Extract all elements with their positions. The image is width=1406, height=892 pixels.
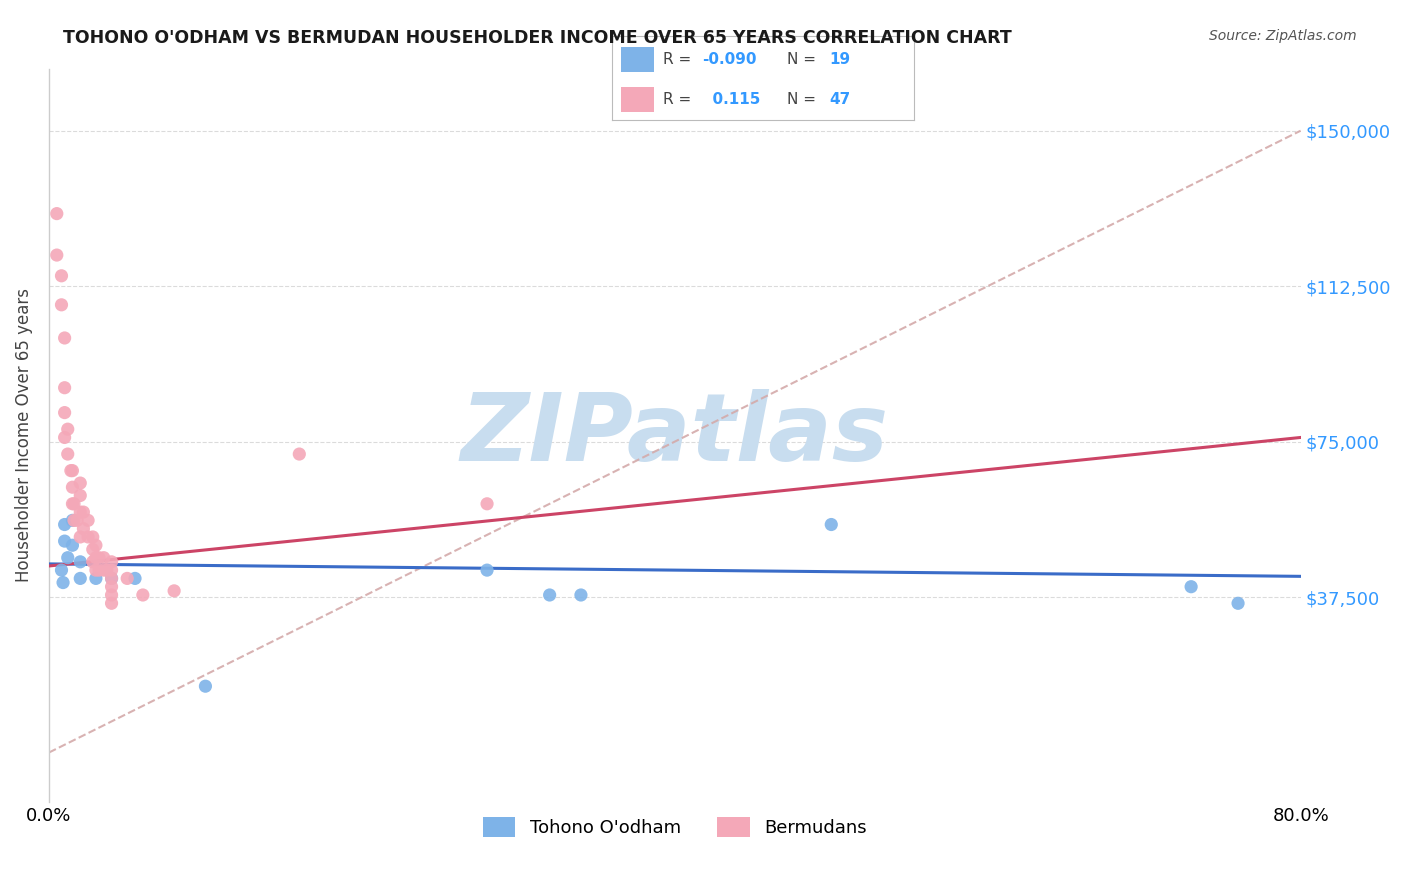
Point <box>115 571 138 585</box>
Text: ZIPatlas: ZIPatlas <box>461 390 889 482</box>
Point <box>124 571 146 585</box>
Text: 47: 47 <box>830 92 851 107</box>
Point <box>84 538 107 552</box>
Point <box>820 517 842 532</box>
Point <box>69 571 91 585</box>
FancyBboxPatch shape <box>620 87 654 112</box>
Point <box>96 563 118 577</box>
Point <box>1180 580 1202 594</box>
Point <box>72 505 94 519</box>
Point <box>569 588 592 602</box>
Point <box>62 464 84 478</box>
Point <box>52 575 75 590</box>
Point <box>62 513 84 527</box>
Point <box>51 563 73 577</box>
Point <box>51 268 73 283</box>
Point <box>45 248 67 262</box>
Point <box>87 563 110 577</box>
Legend: Tohono O'odham, Bermudans: Tohono O'odham, Bermudans <box>475 809 875 845</box>
Point <box>62 497 84 511</box>
Point <box>288 447 311 461</box>
Text: 19: 19 <box>830 52 851 67</box>
Point <box>82 542 104 557</box>
Point <box>69 555 91 569</box>
Text: Source: ZipAtlas.com: Source: ZipAtlas.com <box>1209 29 1357 43</box>
Point <box>51 298 73 312</box>
Point <box>62 480 84 494</box>
Point <box>163 583 186 598</box>
Point <box>77 530 100 544</box>
Point <box>69 488 91 502</box>
Point <box>69 530 91 544</box>
FancyBboxPatch shape <box>620 46 654 72</box>
Point <box>1227 596 1250 610</box>
Text: TOHONO O'ODHAM VS BERMUDAN HOUSEHOLDER INCOME OVER 65 YEARS CORRELATION CHART: TOHONO O'ODHAM VS BERMUDAN HOUSEHOLDER I… <box>63 29 1012 46</box>
Point <box>84 550 107 565</box>
Text: N =: N = <box>787 52 815 67</box>
Point <box>84 563 107 577</box>
Y-axis label: Householder Income Over 65 years: Householder Income Over 65 years <box>15 288 32 582</box>
Point <box>82 555 104 569</box>
Point <box>56 550 79 565</box>
Point <box>59 464 82 478</box>
Point <box>100 596 122 610</box>
Point <box>63 497 86 511</box>
Point <box>475 563 498 577</box>
Point <box>69 505 91 519</box>
Point <box>45 206 67 220</box>
Point <box>194 679 217 693</box>
Text: R =: R = <box>664 52 692 67</box>
Point <box>53 331 76 345</box>
Text: N =: N = <box>787 92 815 107</box>
Text: -0.090: -0.090 <box>703 52 756 67</box>
Point <box>53 430 76 444</box>
Point <box>53 406 76 420</box>
Point <box>82 530 104 544</box>
Point <box>93 550 115 565</box>
Point <box>69 476 91 491</box>
Point <box>100 571 122 585</box>
Point <box>100 555 122 569</box>
Point <box>87 550 110 565</box>
Point <box>475 497 498 511</box>
Point <box>56 447 79 461</box>
Point <box>93 563 115 577</box>
Point <box>66 513 89 527</box>
Point <box>77 513 100 527</box>
Point <box>100 588 122 602</box>
Point <box>63 513 86 527</box>
Point <box>100 580 122 594</box>
Point <box>53 517 76 532</box>
Point <box>72 522 94 536</box>
Point <box>538 588 561 602</box>
Text: R =: R = <box>664 92 692 107</box>
Point <box>84 571 107 585</box>
Point <box>56 422 79 436</box>
Point <box>100 563 122 577</box>
Point <box>100 571 122 585</box>
Text: 0.115: 0.115 <box>703 92 761 107</box>
Point <box>53 381 76 395</box>
Point <box>53 534 76 549</box>
Point <box>132 588 155 602</box>
Point <box>62 538 84 552</box>
